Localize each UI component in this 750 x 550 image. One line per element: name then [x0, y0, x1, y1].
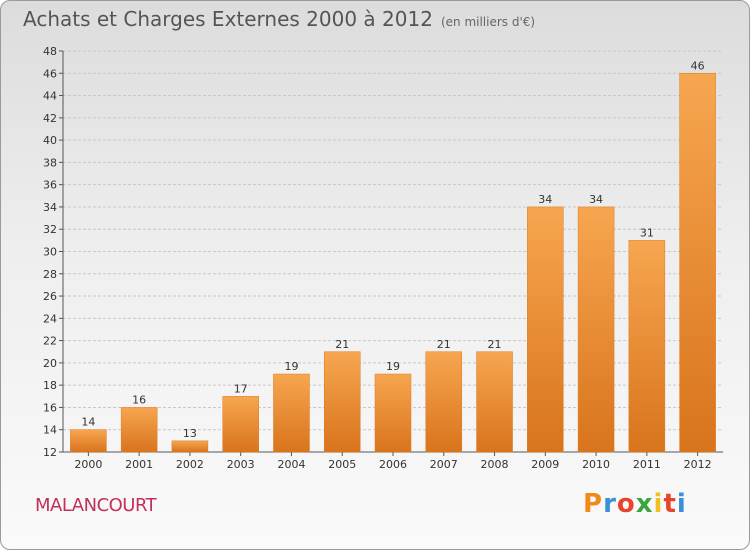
x-tick-label-2001: 2001 [125, 458, 153, 471]
data-label-2000: 14 [81, 416, 95, 429]
logo-letter: i [676, 489, 687, 519]
chart-title-text: Achats et Charges Externes 2000 à 2012 [23, 7, 433, 31]
y-tick-label: 48 [43, 45, 57, 58]
data-label-2007: 21 [437, 338, 451, 351]
x-tick-label-2005: 2005 [328, 458, 356, 471]
y-tick-label: 16 [43, 401, 57, 414]
data-label-2006: 19 [386, 360, 400, 373]
bars [70, 73, 716, 453]
x-tick-label-2009: 2009 [531, 458, 559, 471]
x-tick-label-2004: 2004 [277, 458, 305, 471]
bar-2002 [171, 440, 209, 453]
x-tick-label-2012: 2012 [684, 458, 712, 471]
data-label-2005: 21 [335, 338, 349, 351]
y-tick-label: 40 [43, 134, 57, 147]
data-label-2008: 21 [488, 338, 502, 351]
x-tick-label-2008: 2008 [481, 458, 509, 471]
bar-2011 [628, 240, 666, 453]
logo-letter: i [653, 489, 664, 519]
y-tick-label: 36 [43, 179, 57, 192]
chart-subtitle: (en milliers d'€) [440, 15, 536, 29]
data-label-2011: 31 [640, 226, 654, 239]
y-tick-label: 34 [43, 201, 57, 214]
x-tick-label-2002: 2002 [176, 458, 204, 471]
y-tick-label: 46 [43, 67, 57, 80]
x-tick-labels: 2000 2001 2002 2003 2004 2005 2006 2007 2008 2009… [74, 458, 711, 471]
logo-letter: o [616, 489, 636, 519]
bar-2003 [222, 396, 259, 453]
x-tick-label-2007: 2007 [430, 458, 458, 471]
logo-letter: x [635, 489, 654, 519]
logo-letter: P [583, 489, 604, 519]
x-tick-label-2000: 2000 [74, 458, 102, 471]
y-tick-label: 20 [43, 357, 57, 370]
y-tick-label: 26 [43, 290, 57, 303]
bar-2000 [70, 429, 107, 453]
logo-letter: t [663, 489, 677, 519]
y-tick-label: 18 [43, 379, 57, 392]
data-label-2010: 34 [589, 193, 603, 206]
y-tick-label: 42 [43, 112, 57, 125]
logo-letter: r [603, 489, 617, 519]
bar-2008 [476, 351, 513, 453]
y-tick-label: 44 [43, 90, 57, 103]
data-label-2012: 46 [691, 59, 705, 72]
data-label-2009: 34 [538, 193, 552, 206]
data-label-2002: 13 [183, 427, 197, 440]
bar-2001 [120, 407, 158, 453]
bar-2010 [577, 206, 615, 453]
y-tick-label: 24 [43, 312, 57, 325]
y-tick-label: 12 [43, 446, 57, 459]
data-label-2003: 17 [234, 382, 248, 395]
bar-2006 [374, 373, 412, 453]
data-labels: 14 16 13 17 19 21 19 21 21 34 34 31 46 [81, 59, 704, 440]
commune-name: MALANCOURT [35, 495, 157, 516]
chart-title: Achats et Charges Externes 2000 à 2012 (e… [23, 7, 535, 31]
x-tick-label-2006: 2006 [379, 458, 407, 471]
y-tick-label: 28 [43, 268, 57, 281]
bar-2004 [273, 373, 310, 453]
y-tick-label: 22 [43, 335, 57, 348]
bar-2012 [679, 73, 716, 453]
data-label-2004: 19 [284, 360, 298, 373]
y-tick-label: 38 [43, 156, 57, 169]
y-tick-label: 30 [43, 246, 57, 259]
proxiti-logo: Proxiti [583, 489, 687, 519]
bar-2009 [527, 206, 564, 453]
bar-2007 [425, 351, 463, 453]
y-tick-labels: 12 14 16 18 20 22 24 26 28 30 32 34 36 38 40 42 44 46 48 [43, 45, 57, 459]
x-tick-label-2003: 2003 [227, 458, 255, 471]
y-tick-label: 32 [43, 223, 57, 236]
x-tick-label-2011: 2011 [633, 458, 661, 471]
data-label-2001: 16 [132, 393, 146, 406]
x-tick-label-2010: 2010 [582, 458, 610, 471]
bar-2005 [323, 351, 361, 453]
y-tick-label: 14 [43, 424, 57, 437]
